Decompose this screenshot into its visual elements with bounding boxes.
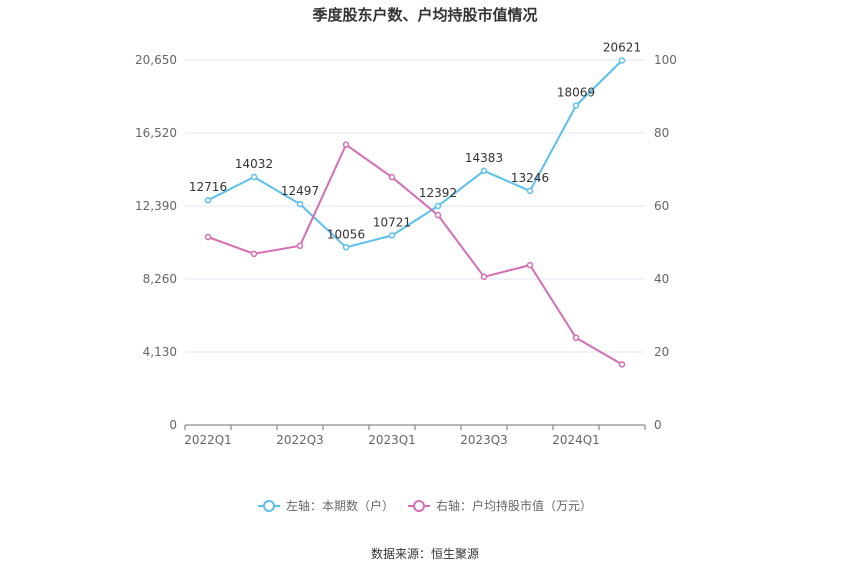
left-tick-label: 16,520 xyxy=(135,126,177,140)
right-tick-label: 0 xyxy=(654,418,662,432)
x-tick-label: 2023Q3 xyxy=(460,433,508,447)
data-label: 13246 xyxy=(511,171,549,185)
series-line-1 xyxy=(207,59,623,249)
data-label: 12497 xyxy=(281,184,319,198)
chart-title: 季度股东户数、户均持股市值情况 xyxy=(312,6,537,24)
data-label: 14383 xyxy=(465,151,503,165)
left-tick-label: 12,390 xyxy=(135,199,177,213)
data-label: 10721 xyxy=(373,216,411,230)
legend[interactable]: 左轴：本期数（户） 右轴：户均持股市值（万元） xyxy=(258,498,592,513)
series-points xyxy=(204,57,626,368)
series-1-point xyxy=(526,187,534,195)
legend-label: 左轴：本期数（户） xyxy=(286,498,394,513)
data-label: 12716 xyxy=(189,180,227,194)
x-tick-label: 2023Q1 xyxy=(368,433,416,447)
x-tick-label: 2022Q1 xyxy=(184,433,232,447)
series-1-point xyxy=(480,167,488,175)
series-2-point xyxy=(526,261,534,269)
data-label: 12392 xyxy=(419,186,457,200)
series-2-point xyxy=(618,361,626,368)
series-2-point xyxy=(296,242,304,250)
x-axis: 2022Q1 2022Q3 2023Q1 2023Q3 2024Q1 xyxy=(184,424,646,447)
left-tick-label: 8,260 xyxy=(143,272,177,286)
grid-lines xyxy=(185,59,645,353)
left-tick-label: 0 xyxy=(169,418,177,432)
data-label: 18069 xyxy=(557,86,595,100)
data-labels: 12716 14032 12497 10056 10721 12392 14383 13246… xyxy=(189,41,641,242)
series-2-point xyxy=(250,250,258,258)
right-tick-label: 80 xyxy=(654,126,669,140)
right-tick-label: 100 xyxy=(654,53,677,67)
x-tick-label: 2022Q3 xyxy=(276,433,324,447)
series-lines xyxy=(207,59,623,366)
legend-marker-icon xyxy=(263,500,275,512)
series-2-point xyxy=(434,211,442,219)
series-2-point xyxy=(572,334,580,342)
x-tick-label: 2024Q1 xyxy=(552,433,600,447)
series-1-point xyxy=(296,200,304,208)
right-tick-label: 40 xyxy=(654,272,669,286)
series-1-point xyxy=(388,232,396,239)
series-1-point xyxy=(342,244,350,251)
series-line-2 xyxy=(207,143,623,366)
left-tick-label: 20,650 xyxy=(135,53,177,67)
series-1-point xyxy=(250,173,258,181)
data-label: 20621 xyxy=(603,41,641,55)
legend-marker-icon xyxy=(413,500,425,512)
series-1-point xyxy=(572,102,580,109)
right-axis-ticks: 0 20 40 60 80 100 xyxy=(654,53,677,432)
source-note: 数据来源：恒生聚源 xyxy=(371,546,479,561)
series-1-point xyxy=(204,196,212,204)
series-2-point xyxy=(480,273,488,281)
series-1-point xyxy=(434,202,442,210)
series-1-point xyxy=(618,57,626,64)
legend-label: 右轴：户均持股市值（万元） xyxy=(436,498,592,513)
left-tick-label: 4,130 xyxy=(143,345,177,359)
data-label: 14032 xyxy=(235,157,273,171)
left-axis-ticks: 0 4,130 8,260 12,390 16,520 20,650 xyxy=(135,53,177,432)
right-tick-label: 60 xyxy=(654,199,669,213)
series-2-point xyxy=(204,233,212,241)
data-label: 10056 xyxy=(327,227,365,241)
series-2-point xyxy=(342,141,350,148)
series-2-point xyxy=(388,173,396,181)
right-tick-label: 20 xyxy=(654,345,669,359)
